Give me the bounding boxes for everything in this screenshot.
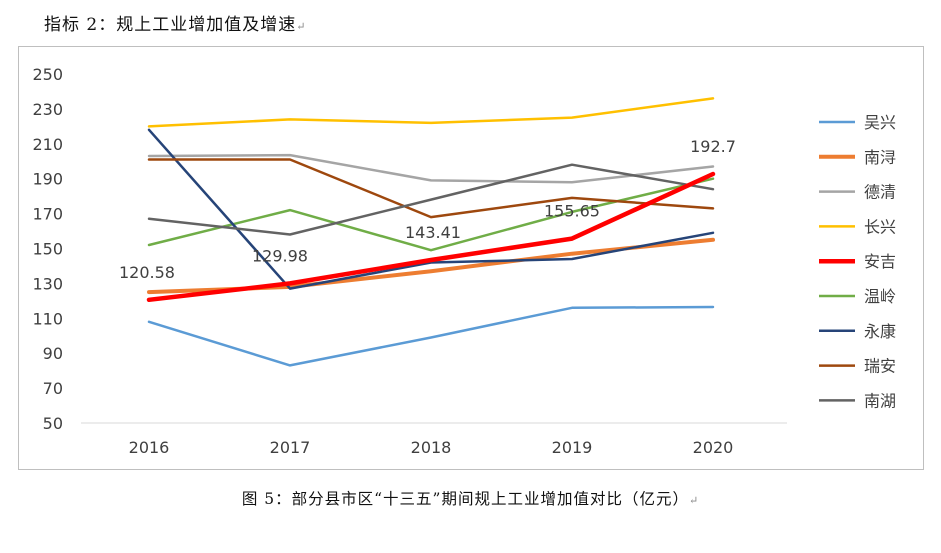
legend-label: 温岭 bbox=[864, 287, 896, 306]
line-chart: 50 70 90 110 130 150 170 190 210 230 250 2016 2017 20… bbox=[32, 65, 896, 457]
series-line-南湖 bbox=[147, 163, 715, 236]
y-tick-label: 210 bbox=[32, 135, 63, 154]
y-tick-label: 190 bbox=[32, 170, 63, 189]
legend-label: 南浔 bbox=[864, 148, 896, 167]
legend-label: 德清 bbox=[864, 183, 896, 202]
page-heading: 指标 2：规上工业增加值及增速↵ bbox=[44, 15, 307, 35]
series-line-永康 bbox=[147, 128, 715, 290]
y-tick-label: 50 bbox=[43, 414, 63, 433]
legend-item: 安吉 bbox=[819, 252, 896, 271]
x-tick-label: 2017 bbox=[270, 438, 311, 457]
x-tick-label: 2018 bbox=[411, 438, 452, 457]
legend-label: 永康 bbox=[864, 322, 896, 341]
data-label: 192.7 bbox=[690, 137, 736, 156]
legend-item: 南浔 bbox=[819, 148, 896, 167]
legend-label: 吴兴 bbox=[864, 113, 896, 132]
data-label: 155.65 bbox=[544, 202, 600, 221]
x-tick-label: 2016 bbox=[129, 438, 170, 457]
y-tick-label: 230 bbox=[32, 100, 63, 119]
figure-caption: 图 5：部分县市区“十三五”期间规上工业增加值对比（亿元）↵ bbox=[241, 490, 700, 508]
y-tick-label: 150 bbox=[32, 240, 63, 259]
x-tick-label: 2020 bbox=[693, 438, 734, 457]
legend-label: 瑞安 bbox=[864, 357, 896, 376]
legend-label: 长兴 bbox=[864, 217, 896, 236]
paragraph-mark: ↵ bbox=[688, 494, 700, 507]
y-tick-label: 70 bbox=[43, 379, 63, 398]
legend-item: 吴兴 bbox=[819, 113, 896, 132]
x-tick-label: 2019 bbox=[552, 438, 593, 457]
y-tick-label: 130 bbox=[32, 274, 63, 293]
series-line-安吉 bbox=[146, 171, 716, 303]
series-line-德清 bbox=[147, 153, 715, 184]
legend-item: 永康 bbox=[819, 322, 896, 341]
series-line-瑞安 bbox=[147, 158, 715, 219]
y-tick-label: 170 bbox=[32, 205, 63, 224]
legend-label: 南湖 bbox=[864, 391, 896, 410]
legend-item: 瑞安 bbox=[819, 357, 896, 376]
y-tick-label: 250 bbox=[32, 65, 63, 84]
data-label: 120.58 bbox=[119, 263, 175, 282]
legend-label: 安吉 bbox=[864, 252, 896, 271]
y-tick-label: 110 bbox=[32, 309, 63, 328]
series-line-长兴 bbox=[147, 97, 715, 128]
legend-item: 德清 bbox=[819, 183, 896, 202]
chart-frame: 50 70 90 110 130 150 170 190 210 230 250 2016 2017 20… bbox=[18, 46, 924, 470]
y-tick-label: 90 bbox=[43, 344, 63, 363]
paragraph-mark: ↵ bbox=[296, 20, 307, 33]
legend-item: 温岭 bbox=[819, 287, 896, 306]
legend-item: 南湖 bbox=[819, 391, 896, 410]
data-label: 129.98 bbox=[252, 246, 308, 265]
series-line-吴兴 bbox=[147, 305, 715, 367]
legend-item: 长兴 bbox=[819, 217, 896, 236]
data-label: 143.41 bbox=[405, 223, 461, 242]
